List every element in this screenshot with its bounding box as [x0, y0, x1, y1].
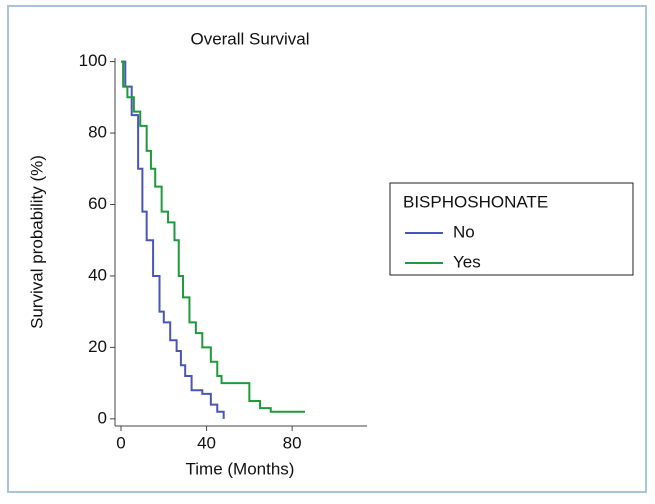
y-tick-label: 80 — [88, 123, 107, 142]
survival-curve — [121, 60, 225, 419]
frame — [7, 5, 647, 493]
y-tick-label: 60 — [88, 194, 107, 213]
legend-label: Yes — [453, 252, 481, 271]
y-tick-label: 100 — [79, 51, 107, 70]
x-tick-label: 80 — [283, 433, 302, 452]
legend-title: BISPHOSHONATE — [403, 192, 548, 211]
x-tick-label: 0 — [116, 433, 125, 452]
y-tick-label: 0 — [98, 408, 107, 427]
legend-box — [389, 182, 634, 276]
y-axis-label: Survival probability (%) — [27, 155, 46, 329]
legend-label: No — [453, 222, 475, 241]
y-tick-label: 40 — [88, 265, 107, 284]
x-tick-label: 40 — [197, 433, 216, 452]
x-axis-label: Time (Months) — [186, 459, 295, 478]
y-tick-label: 20 — [88, 337, 107, 356]
survival-curve — [121, 60, 305, 413]
chart-title: Overall Survival — [190, 29, 309, 48]
